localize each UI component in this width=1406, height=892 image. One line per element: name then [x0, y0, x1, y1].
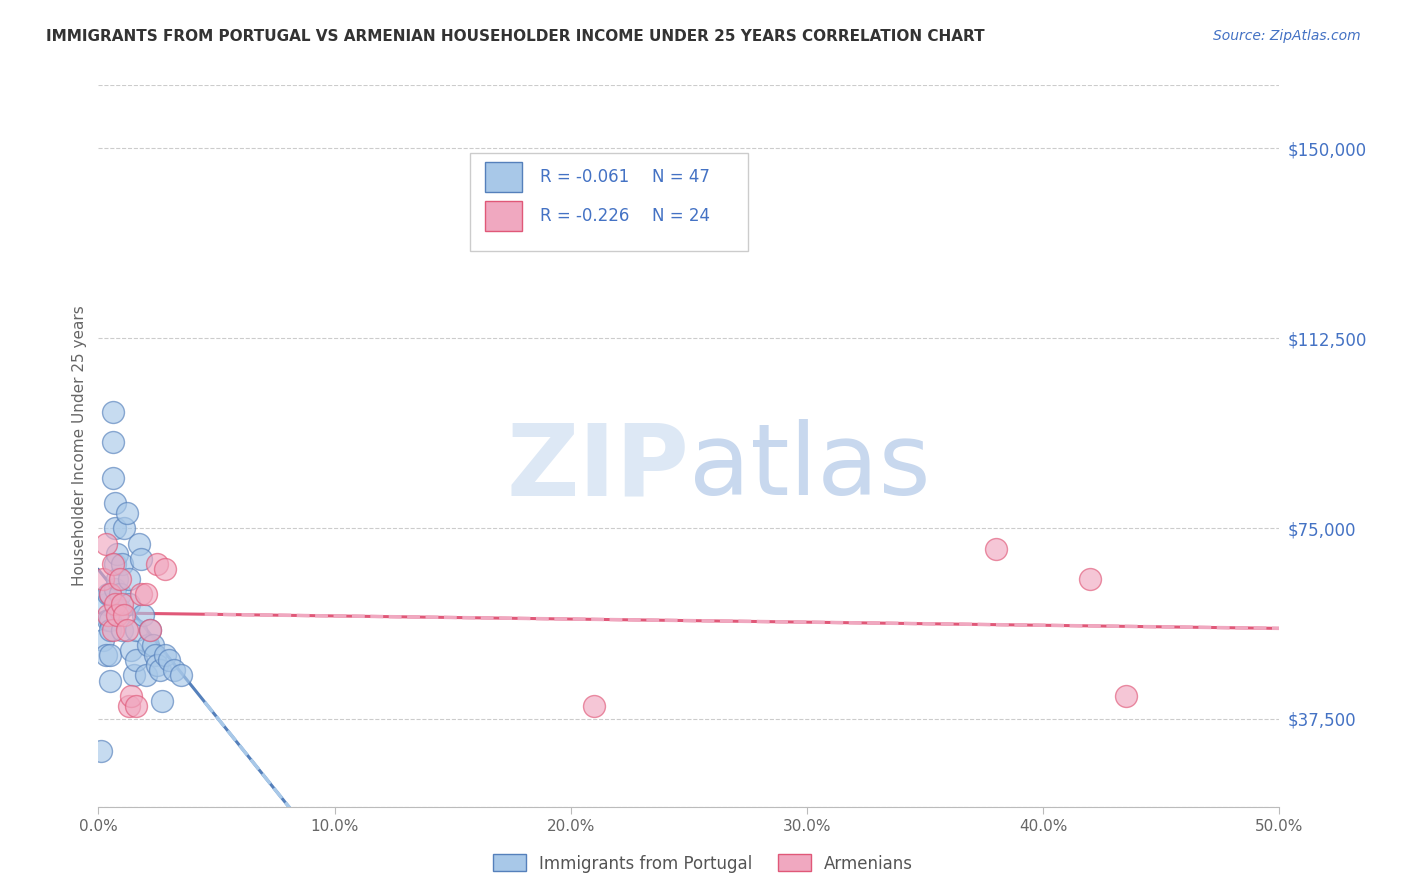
Point [101, 405, 124, 419]
Point [125, 653, 148, 667]
Point [170, 668, 193, 682]
Point [104, 496, 127, 510]
Point [125, 623, 148, 637]
Point [132, 607, 155, 622]
Point [128, 536, 150, 550]
Point [91, 572, 114, 586]
Point [104, 582, 127, 597]
Point [91, 632, 114, 647]
Point [129, 551, 152, 566]
Point [135, 587, 157, 601]
Point [583, 698, 606, 713]
Point [98, 673, 121, 688]
Point [129, 587, 152, 601]
Point [146, 557, 169, 571]
Text: N = 24: N = 24 [652, 207, 710, 226]
Point [104, 521, 127, 535]
Text: Source: ZipAtlas.com: Source: ZipAtlas.com [1213, 29, 1361, 43]
Point [97, 607, 120, 622]
Point [98, 613, 121, 627]
Point [163, 664, 186, 678]
Point [98, 587, 121, 601]
Point [101, 557, 124, 571]
Point [105, 607, 128, 622]
Point [122, 668, 145, 682]
Bar [485, 201, 523, 231]
Point [105, 572, 128, 586]
Point [153, 648, 176, 662]
Point [136, 638, 159, 652]
Point [98, 623, 121, 637]
Point [115, 506, 138, 520]
Point [139, 623, 162, 637]
Point [153, 562, 176, 576]
Text: R = -0.226: R = -0.226 [540, 207, 630, 226]
Point [142, 638, 165, 652]
Point [118, 598, 141, 612]
Point [118, 572, 141, 586]
Text: N = 47: N = 47 [652, 169, 710, 186]
Point [90, 744, 112, 758]
Point [135, 668, 157, 682]
Point [108, 602, 131, 616]
Point [984, 541, 1007, 556]
Point [98, 648, 121, 662]
Point [143, 648, 166, 662]
Point [105, 547, 128, 561]
Point [121, 689, 143, 703]
Point [149, 664, 172, 678]
Point [111, 557, 134, 571]
Point [97, 613, 120, 627]
Point [94, 648, 117, 662]
Y-axis label: Householder Income Under 25 years: Householder Income Under 25 years [72, 306, 87, 586]
Point [118, 698, 141, 713]
Text: IMMIGRANTS FROM PORTUGAL VS ARMENIAN HOUSEHOLDER INCOME UNDER 25 YEARS CORRELATI: IMMIGRANTS FROM PORTUGAL VS ARMENIAN HOU… [46, 29, 986, 44]
Point [108, 587, 131, 601]
Point [97, 587, 120, 601]
Point [139, 623, 162, 637]
Point [108, 572, 131, 586]
Point [112, 521, 135, 535]
Point [94, 536, 117, 550]
Text: atlas: atlas [689, 419, 931, 516]
Bar [485, 162, 523, 193]
Text: R = -0.061: R = -0.061 [540, 169, 630, 186]
Point [146, 658, 169, 673]
Point [104, 598, 127, 612]
Legend: Immigrants from Portugal, Armenians: Immigrants from Portugal, Armenians [486, 847, 920, 880]
Point [111, 623, 134, 637]
Point [98, 587, 121, 601]
Point [125, 698, 148, 713]
Point [101, 471, 124, 485]
Point [115, 623, 138, 637]
Point [157, 653, 180, 667]
Point [101, 435, 124, 450]
Point [104, 557, 127, 571]
Point [112, 607, 135, 622]
Bar [471, 153, 748, 251]
Point [101, 623, 124, 637]
Point [150, 694, 173, 708]
Point [121, 643, 143, 657]
Point [94, 598, 117, 612]
Point [111, 598, 134, 612]
Point [1115, 689, 1137, 703]
Text: ZIP: ZIP [506, 419, 689, 516]
Point [1080, 572, 1102, 586]
